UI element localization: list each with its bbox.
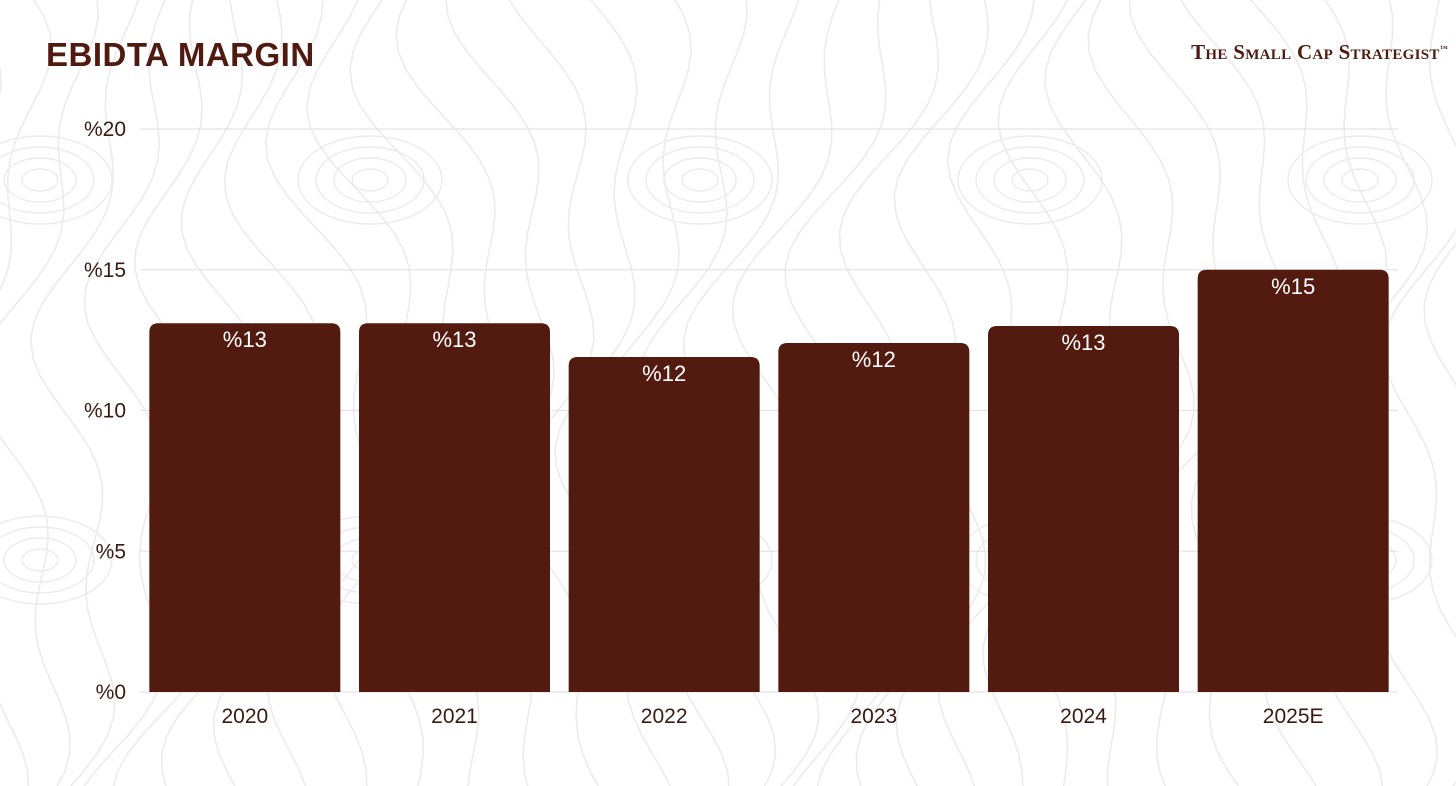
data-label: %15	[1271, 274, 1315, 299]
contour-ring	[0, 515, 113, 605]
bar	[568, 357, 760, 692]
x-tick-label: 2024	[1060, 705, 1107, 728]
contour-ring	[1323, 157, 1397, 203]
contour-ring	[627, 135, 773, 225]
contour-ring	[1341, 168, 1379, 192]
data-label: %13	[1061, 330, 1105, 355]
contour-ring	[663, 157, 737, 203]
trademark-mark: ™	[1439, 44, 1448, 53]
contour-ring	[0, 146, 95, 214]
x-tick-label: 2020	[221, 705, 268, 728]
contour-line	[0, 0, 100, 786]
bar	[1197, 269, 1389, 692]
y-tick-label: %10	[84, 400, 126, 423]
contour-ring	[3, 537, 77, 583]
contour-ring	[297, 135, 443, 225]
bars: %13 %13 %12 %12 %13 %15	[149, 269, 1389, 692]
contour-ring	[1287, 135, 1433, 225]
bar	[149, 323, 341, 692]
contour-line	[29, 0, 140, 786]
x-tick-label: 2022	[641, 705, 688, 728]
contour-ring	[1011, 168, 1049, 192]
contour-ring	[21, 548, 59, 572]
contour-ring	[351, 168, 389, 192]
x-tick-label: 2025E	[1263, 705, 1324, 728]
contour-ring	[993, 157, 1067, 203]
chart-title: EBIDTA MARGIN	[46, 36, 315, 73]
bar	[988, 326, 1179, 692]
brand-name: The Small Cap Strategist	[1191, 40, 1440, 64]
bar	[778, 342, 970, 692]
contour-ring	[315, 146, 425, 214]
contour-ring	[975, 146, 1085, 214]
y-tick-label: %20	[84, 118, 126, 141]
y-tick-label: %15	[84, 259, 126, 282]
contour-line	[0, 0, 53, 786]
x-tick-label: 2021	[431, 705, 478, 728]
contour-ring	[0, 526, 95, 594]
x-axis: 2020 2021 2022 2023 2024 2025E	[221, 705, 1323, 728]
contour-ring	[0, 135, 113, 225]
data-label: %12	[852, 347, 896, 372]
brand-logo: The Small Cap Strategist™	[1191, 40, 1448, 65]
contour-ring	[681, 168, 719, 192]
y-tick-label: %5	[96, 540, 126, 563]
data-label: %13	[432, 327, 476, 352]
x-tick-label: 2023	[850, 705, 897, 728]
bar	[359, 323, 550, 692]
contour-ring	[333, 157, 407, 203]
data-label: %12	[642, 361, 686, 386]
contour-ring	[957, 135, 1103, 225]
contour-ring	[3, 157, 77, 203]
data-label: %13	[223, 327, 267, 352]
contour-ring	[21, 168, 59, 192]
y-tick-label: %0	[96, 681, 126, 704]
contour-line	[1382, 0, 1456, 786]
contour-ring	[1305, 146, 1415, 214]
y-axis: %0 %5 %10 %15 %20	[84, 118, 126, 704]
contour-ring	[645, 146, 755, 214]
gridlines	[140, 128, 1398, 693]
